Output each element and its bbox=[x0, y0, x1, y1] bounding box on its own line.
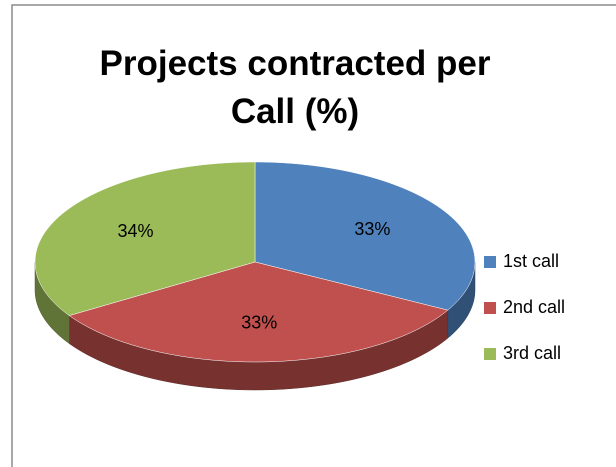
data-label: 34% bbox=[117, 221, 153, 241]
legend-swatch bbox=[484, 348, 496, 360]
legend-label: 2nd call bbox=[503, 297, 565, 317]
slice bbox=[254, 161, 476, 311]
slice bbox=[68, 261, 449, 363]
data-label: 33% bbox=[354, 219, 390, 239]
chart-title: Projects contracted per Call (%) bbox=[99, 44, 491, 131]
data-label: 33% bbox=[241, 313, 277, 333]
legend-swatch bbox=[484, 256, 496, 268]
legend-label: 1st call bbox=[503, 251, 559, 271]
legend-label: 3rd call bbox=[503, 343, 561, 363]
legend-swatch bbox=[484, 302, 496, 314]
slice bbox=[34, 161, 256, 316]
